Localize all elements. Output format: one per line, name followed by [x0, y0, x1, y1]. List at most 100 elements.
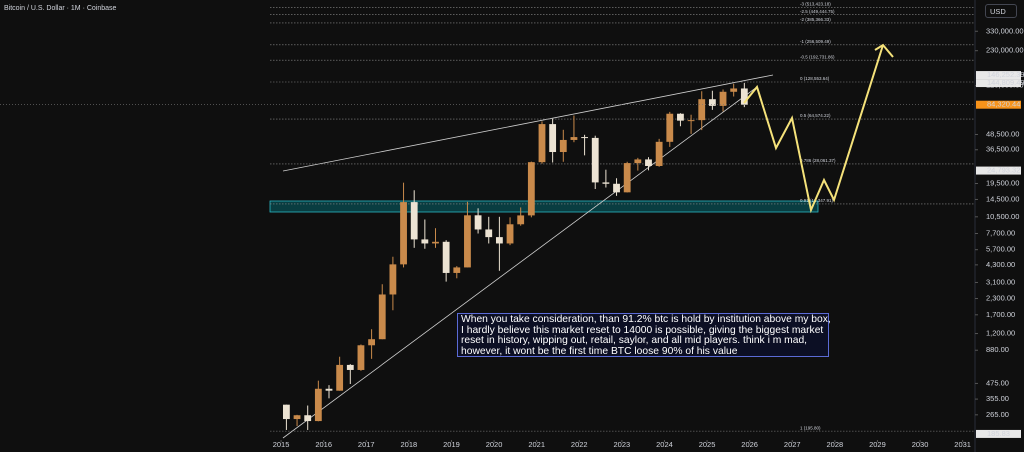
y-tick-label: 1,700.00	[986, 310, 1015, 319]
fib-label: 0 (128,553.64)	[800, 76, 830, 81]
y-tick-label: 48,500.00	[986, 129, 1019, 138]
candle-body	[517, 215, 525, 225]
price-label: 84,320.44	[987, 100, 1020, 109]
candle-body	[282, 404, 290, 420]
y-tick-label: 880.00	[986, 345, 1009, 354]
note-line: When you take consideration, than 91.2% …	[461, 314, 831, 325]
x-tick-label: 2021	[528, 440, 545, 449]
candle-body	[687, 120, 695, 122]
candle-body	[410, 202, 418, 240]
candle-body	[474, 215, 482, 230]
y-tick-label: 230,000.00	[986, 46, 1024, 55]
candle-body	[730, 88, 738, 92]
note-line: reset in history, wipping out, retail, s…	[461, 335, 808, 346]
candle-body	[357, 345, 365, 370]
candle-body	[421, 239, 429, 244]
candle-body	[708, 99, 716, 106]
x-tick-label: 2025	[699, 440, 716, 449]
price-label: 24,793.32	[987, 166, 1020, 175]
x-tick-label: 2016	[315, 440, 332, 449]
candle-body	[623, 163, 631, 193]
fib-label: -2 (385,366.33)	[800, 17, 831, 22]
annotation-note: When you take consideration, than 91.2% …	[457, 313, 831, 357]
x-tick-label: 2020	[486, 440, 503, 449]
price-label-box	[976, 79, 1021, 88]
candle-body	[400, 202, 407, 265]
candle-body	[336, 364, 344, 391]
y-tick-label: 10,500.00	[986, 212, 1019, 221]
price-label-box	[976, 166, 1021, 175]
candle-body	[570, 137, 578, 140]
x-tick-label: 2028	[827, 440, 844, 449]
y-tick-label: 355.00	[986, 394, 1009, 403]
candle-body	[368, 339, 376, 346]
x-tick-label: 2031	[954, 440, 971, 449]
candle-body	[378, 294, 386, 340]
fib-label: -2.5 (449,444.75)	[800, 9, 835, 14]
note-line: I hardly believe this market reset to 14…	[461, 324, 824, 336]
fib-label: -1 (256,509.49)	[800, 39, 831, 44]
candle-body	[698, 99, 706, 121]
projection-arrow	[874, 43, 894, 58]
candle-body	[538, 124, 546, 163]
fib-label: -0.5 (192,731.86)	[800, 54, 835, 59]
candle-body	[591, 137, 599, 183]
y-tick-label: 7,700.00	[986, 228, 1015, 237]
chart-title: Bitcoin / U.S. Dollar · 1M · Coinbase	[4, 5, 117, 12]
price-label-box	[976, 71, 1021, 80]
currency-button[interactable]: USD	[985, 4, 1017, 18]
candle-body	[389, 264, 397, 295]
candle-body	[527, 162, 535, 216]
y-tick-label: 3,100.00	[986, 277, 1015, 286]
y-tick-label: 1,200.00	[986, 329, 1015, 338]
candle-body	[559, 139, 567, 153]
note-line: however, it wont be the first time BTC l…	[461, 345, 738, 357]
candle-body	[666, 113, 674, 142]
candle-body	[432, 241, 439, 244]
y-tick-label: 36,500.00	[986, 145, 1019, 154]
candle-body	[464, 215, 471, 268]
x-tick-label: 2017	[358, 440, 375, 449]
candle-body	[442, 241, 450, 273]
y-tick-label: 330,000.00	[986, 26, 1024, 35]
y-tick-label: 5,700.00	[986, 245, 1015, 254]
x-tick-label: 2022	[571, 440, 588, 449]
fib-label: 1 (195.80)	[800, 425, 821, 430]
candle-body	[655, 141, 663, 166]
x-tick-label: 2019	[443, 440, 460, 449]
y-tick-label: 2,300.00	[986, 294, 1015, 303]
candle-body	[602, 182, 610, 184]
price-label: 146,252.39	[987, 70, 1024, 79]
lower-trendline	[282, 86, 758, 439]
price-label: 144,809.49	[987, 78, 1024, 87]
candle-body	[740, 88, 748, 105]
x-tick-label: 2027	[784, 440, 801, 449]
price-label-box	[976, 100, 1021, 109]
y-tick-label: 475.00	[986, 378, 1009, 387]
candle-body	[677, 113, 684, 121]
candle-body	[304, 415, 312, 422]
support-box	[269, 200, 819, 213]
y-tick-label: 4,300.00	[986, 260, 1015, 269]
y-tick-label: 14,500.00	[986, 194, 1019, 203]
candle-body	[453, 267, 461, 273]
candle-body	[314, 388, 322, 422]
price-label-box	[976, 429, 1021, 438]
candle-body	[613, 183, 620, 193]
x-tick-label: 2026	[741, 440, 758, 449]
candle-body	[495, 237, 503, 244]
candle-body	[485, 229, 493, 238]
fib-label: 0.786 (28,061.37)	[800, 158, 836, 163]
price-label: 185.83	[987, 429, 1010, 438]
x-tick-label: 2029	[869, 440, 886, 449]
x-tick-label: 2030	[912, 440, 929, 449]
upper-trendline	[282, 74, 774, 172]
fib-label: 0.5 (64,574.22)	[800, 113, 831, 118]
fib-label: 0.91 (13,347.91)	[800, 198, 834, 203]
candle-body	[581, 137, 588, 139]
x-tick-label: 2024	[656, 440, 673, 449]
y-tick-label: 265.00	[986, 410, 1009, 419]
x-tick-label: 2015	[273, 440, 290, 449]
